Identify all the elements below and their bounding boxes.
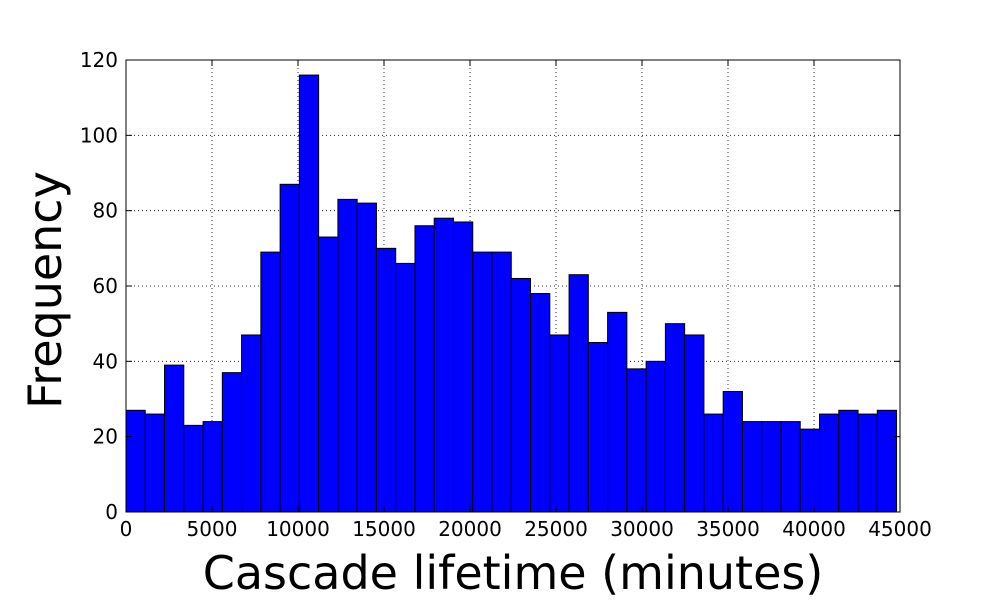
x-tick-label: 35000: [696, 517, 760, 541]
y-tick-label: 120: [80, 48, 118, 72]
histogram-bar: [819, 413, 840, 513]
x-tick-label: 25000: [524, 517, 588, 541]
histogram-bar: [857, 413, 878, 513]
histogram-bar: [318, 236, 339, 513]
y-tick-label: 0: [105, 500, 118, 524]
y-tick-label: 60: [93, 274, 118, 298]
histogram-bar: [587, 342, 609, 513]
histogram-bar: [260, 251, 281, 513]
histogram-bar: [722, 390, 743, 513]
histogram-bar: [144, 413, 166, 513]
x-tick-label: 20000: [438, 517, 502, 541]
histogram-bar: [433, 217, 454, 513]
x-axis-label: Cascade lifetime (minutes): [203, 546, 824, 600]
y-tick-label: 80: [93, 199, 118, 223]
histogram-bar: [125, 409, 146, 513]
x-tick-label: 45000: [868, 517, 932, 541]
x-tick-label: 5000: [187, 517, 238, 541]
x-tick-label: 30000: [610, 517, 674, 541]
histogram-bar: [241, 334, 262, 513]
y-tick-label: 20: [93, 425, 118, 449]
histogram-bar: [568, 274, 589, 513]
bars: [125, 74, 898, 513]
histogram-bar: [530, 293, 551, 513]
histogram-bar: [375, 247, 397, 513]
histogram-bar: [703, 413, 724, 513]
histogram-bar: [491, 251, 512, 513]
histogram-bar: [472, 251, 493, 513]
histogram-bar: [164, 364, 185, 513]
histogram-bar: [780, 421, 801, 513]
histogram-bar: [395, 262, 416, 513]
x-tick-label: 15000: [352, 517, 416, 541]
histogram-bar: [510, 277, 532, 513]
x-axis-ticks: 0 5000 10000 15000 20000 25000 30000 35000 40000…: [120, 60, 932, 541]
x-tick-label: 40000: [782, 517, 846, 541]
x-tick-label: 10000: [266, 517, 330, 541]
y-axis-label: Frequency: [18, 171, 72, 409]
histogram-bar: [664, 323, 686, 513]
histogram-bar: [607, 311, 628, 513]
histogram-bar: [414, 225, 435, 513]
histogram-bar: [876, 409, 898, 513]
histogram-bar: [626, 368, 647, 513]
histogram-bar: [183, 424, 204, 513]
histogram-bar: [741, 421, 763, 513]
y-axis-ticks: 0 20 40 60 80 100 120: [80, 48, 900, 524]
histogram-bar: [279, 183, 300, 513]
histogram-bar: [298, 74, 320, 513]
histogram-bar: [684, 334, 705, 513]
histogram-bar: [452, 221, 474, 513]
y-tick-label: 100: [80, 123, 118, 147]
histogram-bar: [356, 202, 377, 513]
histogram-bar: [799, 428, 821, 513]
y-tick-label: 40: [93, 349, 118, 373]
histogram-bar: [221, 372, 243, 513]
x-tick-label: 0: [120, 517, 133, 541]
histogram-bar: [549, 334, 570, 513]
histogram-bar: [337, 198, 358, 513]
histogram-bar: [761, 421, 782, 513]
histogram-bar: [202, 421, 223, 513]
histogram-bar: [645, 360, 666, 513]
histogram-bar: [838, 409, 859, 513]
